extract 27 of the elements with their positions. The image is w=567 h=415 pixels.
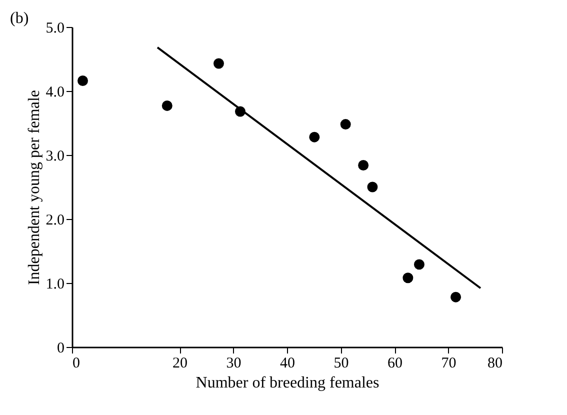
x-tick-label: 70 <box>441 356 456 372</box>
point <box>358 160 369 170</box>
chart-title: (b) <box>10 10 29 27</box>
x-tick-label: 40 <box>280 356 295 372</box>
x-tick-label: 0 <box>72 356 80 372</box>
point <box>78 76 88 86</box>
y-tick-label: 0 <box>57 340 64 356</box>
x-tick-label: 80 <box>488 356 502 372</box>
x-tick-label: 50 <box>334 356 349 372</box>
y-axis-title: Independent young per female <box>26 90 43 286</box>
x-tick-label: 30 <box>226 356 242 372</box>
y-tick-label: 1.0 <box>46 276 64 292</box>
x-tick-label: 20 <box>172 356 188 372</box>
point <box>162 100 172 111</box>
y-tick-label: 2.0 <box>46 212 64 228</box>
point <box>340 119 351 130</box>
y-tick-label: 5.0 <box>46 20 64 36</box>
point <box>367 182 378 192</box>
x-tick-label: 60 <box>388 356 402 372</box>
y-tick-label: 3.0 <box>46 148 64 164</box>
x-axis-title: Number of breeding females <box>196 374 380 392</box>
point <box>309 132 320 142</box>
point <box>402 272 414 284</box>
y-tick-label: 4.0 <box>46 84 64 100</box>
point <box>450 292 462 302</box>
point <box>213 58 224 69</box>
point <box>414 259 424 270</box>
